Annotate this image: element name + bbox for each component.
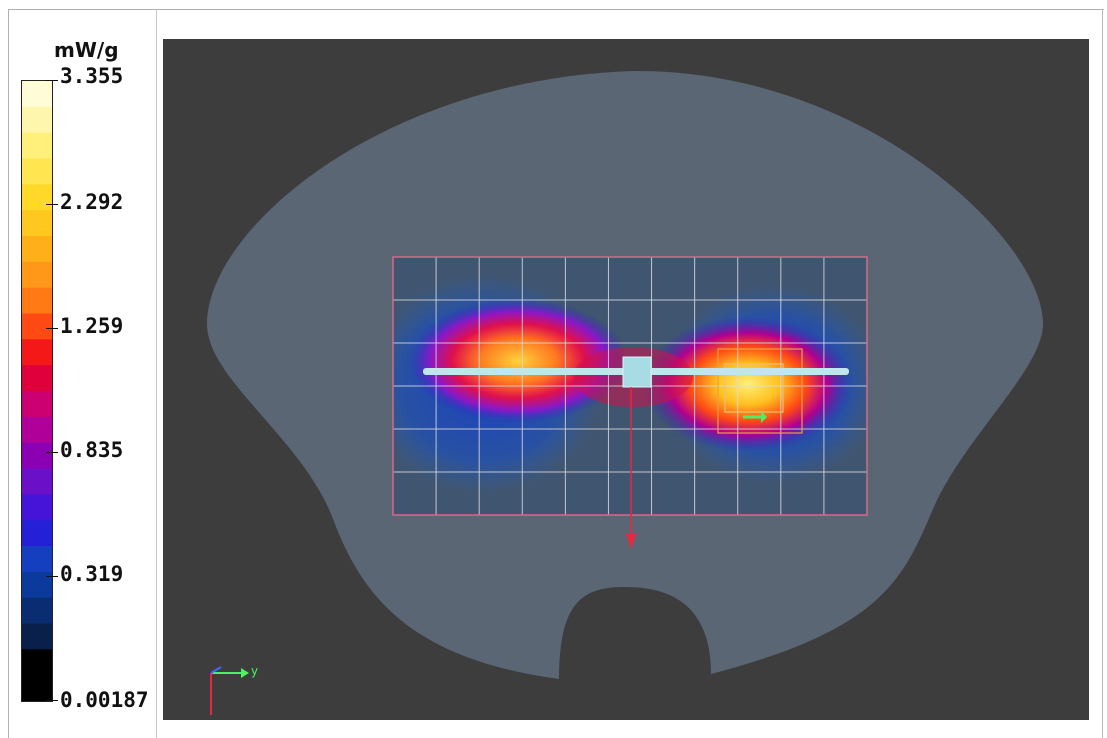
colorbar: [21, 80, 53, 702]
colorbar-step: [22, 623, 52, 650]
colorbar-step: [22, 649, 52, 676]
colorbar-step: [22, 184, 52, 211]
colorbar-tick-label: 0.835: [60, 438, 124, 462]
frame-right-border: [1102, 9, 1103, 738]
colorbar-step: [22, 261, 52, 289]
colorbar-step: [22, 339, 52, 366]
colorbar-tick-mark: [46, 204, 58, 205]
coordinate-triad: y: [210, 664, 258, 715]
zoom-scan-cube-outer: [717, 348, 803, 434]
colorbar-step: [22, 416, 52, 444]
colorbar-tick-mark: [46, 328, 58, 329]
colorbar-gradient: [22, 81, 52, 701]
colorbar-step: [22, 520, 52, 547]
colorbar-step: [22, 132, 52, 159]
colorbar-step: [22, 494, 52, 521]
colorbar-tick-mark: [46, 452, 58, 453]
panel-divider[interactable]: [156, 9, 157, 738]
dipole-feed-point: [622, 356, 652, 388]
colorbar-step: [22, 158, 52, 185]
colorbar-tick-label: 0.00187: [60, 688, 149, 712]
colorbar-step: [22, 210, 52, 237]
sar-scene: y: [207, 70, 1043, 715]
scan-area-frame: [392, 256, 868, 516]
colorbar-tick-mark: [46, 576, 58, 577]
frame-left-border: [8, 9, 9, 738]
colorbar-step: [22, 81, 52, 108]
colorbar-step: [22, 106, 52, 134]
frame-top-border: [8, 9, 1104, 10]
colorbar-tick-label: 0.319: [60, 562, 124, 586]
measurement-grid: [393, 257, 867, 515]
sar-3d-viewport[interactable]: y: [163, 39, 1089, 720]
colorbar-step: [22, 597, 52, 624]
colorbar-step: [22, 675, 52, 701]
colorbar-step: [22, 287, 52, 314]
colorbar-tick-mark: [46, 700, 58, 701]
colorbar-step: [22, 468, 52, 495]
colorbar-tick-label: 3.355: [60, 64, 124, 88]
colorbar-step: [22, 546, 52, 573]
colorbar-step: [22, 442, 52, 469]
colorbar-tick-mark: [46, 80, 58, 81]
colorbar-step: [22, 391, 52, 418]
colorbar-step: [22, 365, 52, 392]
legend-unit-label: mW/g: [54, 38, 119, 62]
colorbar-step: [22, 313, 52, 340]
zoom-scan-cube-inner: [724, 363, 784, 413]
colorbar-step: [22, 236, 52, 263]
colorbar-tick-label: 2.292: [60, 190, 124, 214]
axis-y-label: y: [251, 664, 258, 678]
colorbar-tick-label: 1.259: [60, 314, 124, 338]
